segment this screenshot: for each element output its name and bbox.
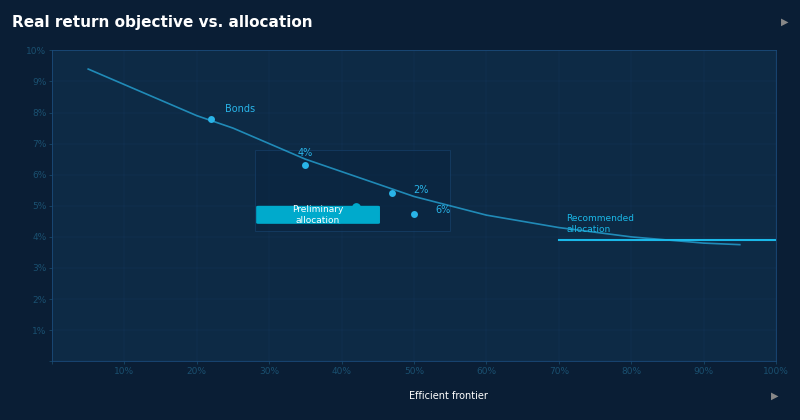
- Text: ▶: ▶: [770, 391, 778, 401]
- Text: 4%: 4%: [326, 216, 342, 226]
- Point: [350, 204, 362, 211]
- Point: [350, 205, 362, 212]
- Text: ▶: ▶: [781, 17, 788, 27]
- Text: Real return objective vs. allocation: Real return objective vs. allocation: [12, 15, 313, 29]
- Text: 4%: 4%: [298, 148, 313, 158]
- Point: [205, 116, 218, 122]
- Text: 2%: 2%: [414, 185, 429, 195]
- Text: Bonds: Bonds: [225, 105, 255, 115]
- Bar: [254, 150, 450, 231]
- Text: 6%: 6%: [435, 205, 450, 215]
- Text: Efficient frontier: Efficient frontier: [409, 391, 487, 401]
- Point: [299, 162, 312, 169]
- Text: Preliminary
allocation: Preliminary allocation: [292, 205, 344, 225]
- FancyBboxPatch shape: [256, 206, 380, 224]
- Point: [386, 190, 398, 197]
- Bar: [254, 150, 450, 231]
- Point: [407, 210, 421, 217]
- Text: Recommended
allocation: Recommended allocation: [566, 214, 634, 234]
